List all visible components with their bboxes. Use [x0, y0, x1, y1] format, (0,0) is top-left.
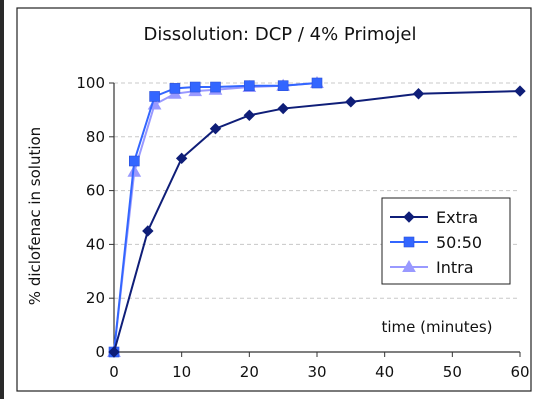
data-point-50-50-4 [189, 81, 201, 93]
chart-title: Dissolution: DCP / 4% Primojel [144, 24, 417, 45]
tick-labels: 0 20 40 60 80 100 0 10 20 30 40 50 60 [76, 74, 529, 381]
y-tick-label-2: 40 [86, 235, 105, 253]
data-point-50-50-3 [169, 83, 181, 94]
time-annotation: time (minutes) [381, 318, 492, 336]
x-tick-label-2: 20 [240, 363, 259, 381]
data-point-extra-7 [412, 88, 425, 100]
y-tick-label-5: 100 [76, 74, 105, 92]
data-point-extra-4 [243, 109, 256, 121]
legend-marker-extra [403, 211, 415, 223]
y-tick-label-4: 80 [86, 128, 105, 146]
legend: Extra 50:50 Intra [381, 197, 511, 285]
y-tick-label-3: 60 [86, 182, 105, 200]
data-point-50-50-2 [149, 91, 160, 102]
data-point-extra-8 [514, 85, 526, 97]
y-tick-label-1: 20 [86, 289, 105, 307]
legend-marker-intra [402, 259, 416, 272]
x-tick-label-0: 0 [109, 363, 119, 381]
data-point-50-50-5 [210, 81, 221, 93]
data-point-extra-5 [277, 102, 289, 115]
y-tick-label-0: 0 [95, 343, 105, 361]
data-point-intra-1 [127, 164, 142, 177]
x-tick-label-1: 10 [172, 363, 191, 381]
legend-label-intra: Intra [436, 258, 474, 277]
data-point-extra-1 [142, 225, 154, 237]
legend-label-50-50: 50:50 [436, 233, 482, 252]
series-group [107, 75, 526, 358]
axes [109, 82, 521, 357]
left-edge-strip [0, 0, 4, 399]
y-axis-title: % diclofenac in solution [26, 127, 44, 305]
data-point-50-50-1 [129, 155, 140, 167]
data-point-50-50-6 [244, 80, 255, 91]
x-tick-label-5: 50 [443, 363, 462, 381]
data-point-50-50-8 [311, 77, 323, 89]
data-point-50-50-7 [277, 80, 289, 91]
x-tick-label-6: 60 [510, 363, 529, 381]
x-tick-label-3: 30 [307, 363, 326, 381]
data-point-extra-2 [175, 152, 188, 165]
legend-marker-50-50 [403, 236, 415, 248]
legend-label-extra: Extra [436, 208, 478, 227]
data-point-extra-3 [209, 123, 222, 135]
x-tick-label-4: 40 [375, 363, 394, 381]
data-point-extra-6 [345, 96, 357, 108]
data-point-extra-0 [108, 346, 120, 358]
